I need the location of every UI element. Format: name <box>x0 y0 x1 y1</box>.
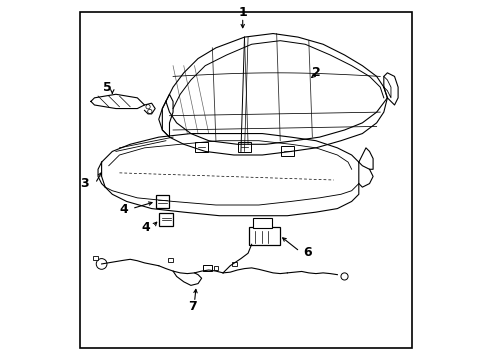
Circle shape <box>340 273 347 280</box>
Text: 7: 7 <box>188 300 197 313</box>
Text: 4: 4 <box>120 203 128 216</box>
Bar <box>93 256 98 260</box>
FancyBboxPatch shape <box>252 217 271 228</box>
FancyBboxPatch shape <box>248 227 279 246</box>
Text: 4: 4 <box>141 221 149 234</box>
Bar <box>281 146 293 156</box>
Bar <box>203 265 212 271</box>
Text: 5: 5 <box>102 81 111 94</box>
Polygon shape <box>91 94 144 109</box>
Text: 3: 3 <box>81 177 89 190</box>
Text: 2: 2 <box>311 66 320 79</box>
FancyBboxPatch shape <box>156 195 169 208</box>
Circle shape <box>145 105 150 109</box>
Text: 6: 6 <box>303 246 311 258</box>
FancyBboxPatch shape <box>159 213 173 226</box>
Circle shape <box>96 258 107 269</box>
Bar <box>167 258 172 262</box>
Bar <box>195 142 207 152</box>
Bar <box>214 266 218 270</box>
Bar <box>238 142 250 152</box>
Circle shape <box>147 109 152 113</box>
Text: 1: 1 <box>238 6 246 19</box>
Bar <box>231 262 237 266</box>
